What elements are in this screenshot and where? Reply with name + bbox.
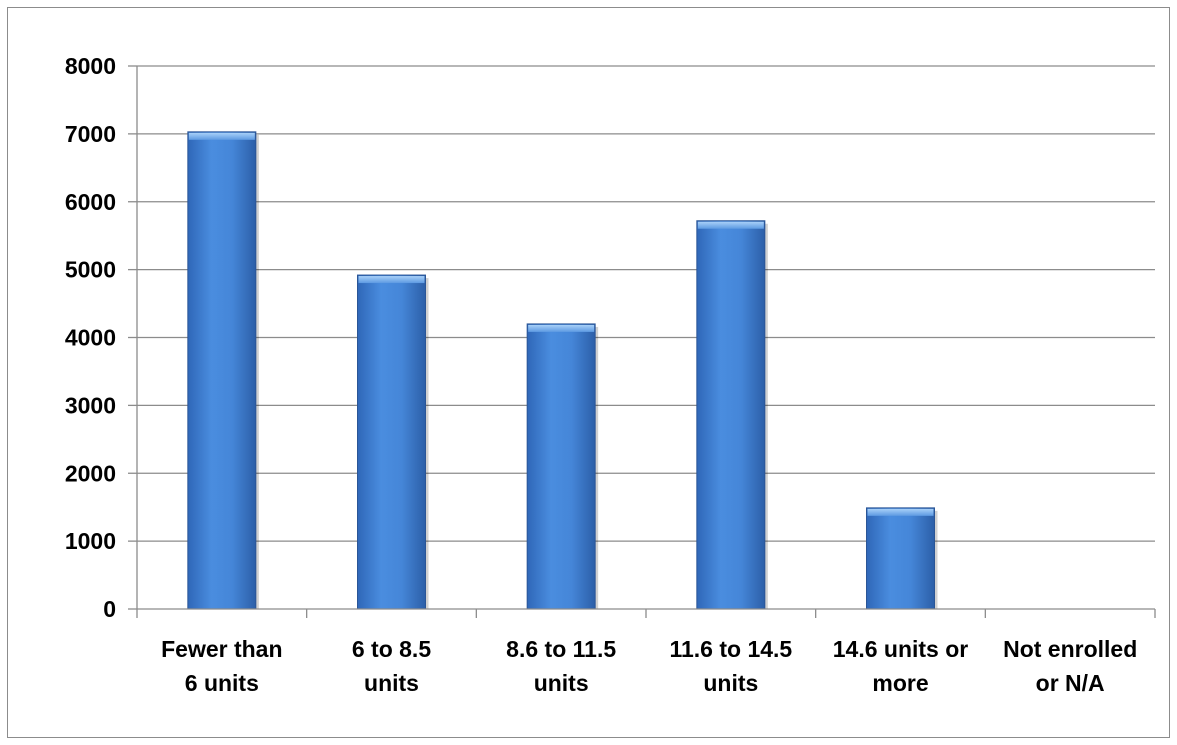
y-tick-label: 5000 [65,257,116,283]
y-tick-labels: 0 1000 2000 3000 4000 5000 6000 7000 8000 [65,53,116,622]
x-category-label: Not enrolled or N/A [1003,636,1137,696]
y-tick-label: 0 [103,596,116,622]
y-tick-label: 8000 [65,53,116,79]
bar [187,131,259,610]
y-tick-label: 6000 [65,189,116,215]
x-category-label: 6 to 8.5 units [352,636,431,696]
bar [357,274,429,610]
bar-highlight [358,276,425,284]
y-tick-label: 2000 [65,460,116,486]
y-tick-label: 3000 [65,392,116,418]
x-category-labels: Fewer than 6 units 6 to 8.5 units 8.6 to 11.… [161,636,1137,696]
x-category-label: 8.6 to 11.5 units [506,636,616,696]
bar-body [866,507,935,610]
bar-body [696,220,766,610]
x-category-label: 11.6 to 14.5 units [669,636,792,696]
y-tick-label: 4000 [65,325,116,351]
bar-body [357,274,426,610]
bar-body [187,131,257,610]
y-tick-label: 7000 [65,121,116,147]
bar [696,220,768,610]
x-category-label: Fewer than 6 units [161,636,282,696]
bars [187,131,938,610]
bar-body [526,323,596,610]
gridlines [137,65,1155,542]
bar-highlight [188,132,255,140]
axes [128,65,1156,618]
x-category-label: 14.6 units or more [833,636,969,696]
bar [866,507,938,610]
y-tick-label: 1000 [65,528,116,554]
bar-highlight [697,221,764,229]
bar-highlight [867,508,934,516]
bar-highlight [528,324,595,332]
bar [526,323,599,610]
